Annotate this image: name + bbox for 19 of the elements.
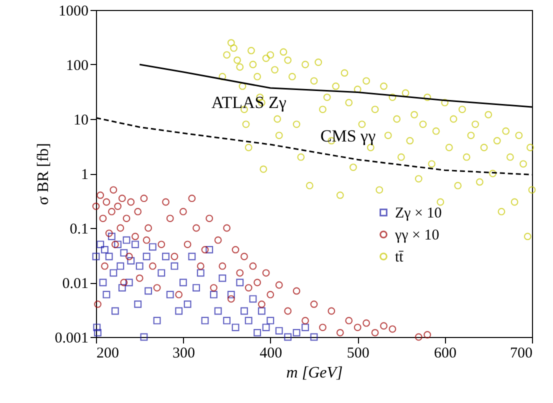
x-tick-label: 400 <box>260 346 282 362</box>
legend-label: tt̄ <box>395 250 404 266</box>
legend-label: γγ × 10 <box>394 228 440 244</box>
x-tick-label: 200 <box>96 346 119 362</box>
y-tick-label: 10 <box>74 112 88 128</box>
x-axis-title: m [GeV] <box>286 364 343 382</box>
x-tick-label: 300 <box>172 346 195 362</box>
y-tick-label: 1000 <box>58 4 88 20</box>
y-tick-label: 0.1 <box>70 222 88 238</box>
y-tick-label: 1 <box>81 167 88 183</box>
x-tick-label: 500 <box>346 346 370 362</box>
series-label: CMS γγ <box>320 126 376 146</box>
x-tick-label: 700 <box>510 346 532 362</box>
y-axis-title: σ BR [fb] <box>34 143 52 205</box>
legend-label: Zγ × 10 <box>395 206 442 222</box>
x-tick-label: 600 <box>434 346 457 362</box>
y-tick-label: 0.01 <box>62 276 88 292</box>
y-tick-label: 100 <box>66 58 88 74</box>
y-tick-label: 0.001 <box>54 330 88 346</box>
